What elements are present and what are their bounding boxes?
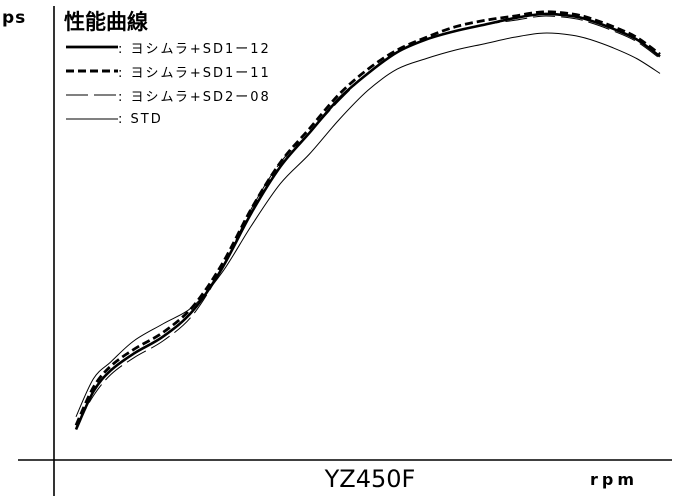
legend-item: : ヨシムラ+SD2ー08	[66, 86, 271, 105]
series-line-2	[75, 15, 661, 428]
plot-area	[74, 10, 661, 431]
legend-item: : ヨシムラ+SD1ー11	[66, 62, 271, 81]
series-line-3	[75, 32, 661, 418]
legend-item: : ヨシムラ+SD1ー12	[66, 38, 271, 57]
legend-swatch-sd1-11	[66, 69, 118, 73]
model-label: YZ450F	[324, 465, 416, 493]
legend-label: : ヨシムラ+SD1ー12	[118, 41, 271, 57]
legend-label: : ヨシムラ+SD1ー11	[118, 65, 271, 81]
legend: : ヨシムラ+SD1ー12 : ヨシムラ+SD1ー11 : ヨシムラ+SD2ー0…	[66, 38, 271, 134]
legend-label: : ヨシムラ+SD2ー08	[118, 89, 271, 105]
y-axis-label: ps	[2, 8, 27, 28]
x-axis-label: rpm	[590, 470, 639, 489]
legend-swatch-sd1-12	[66, 45, 118, 49]
series-line-1	[74, 10, 661, 426]
legend-item: : STD	[66, 110, 271, 128]
legend-swatch-sd2-08	[66, 94, 118, 96]
legend-swatch-std	[66, 118, 118, 120]
chart-title: 性能曲線	[64, 10, 148, 34]
legend-label: : STD	[118, 111, 163, 127]
